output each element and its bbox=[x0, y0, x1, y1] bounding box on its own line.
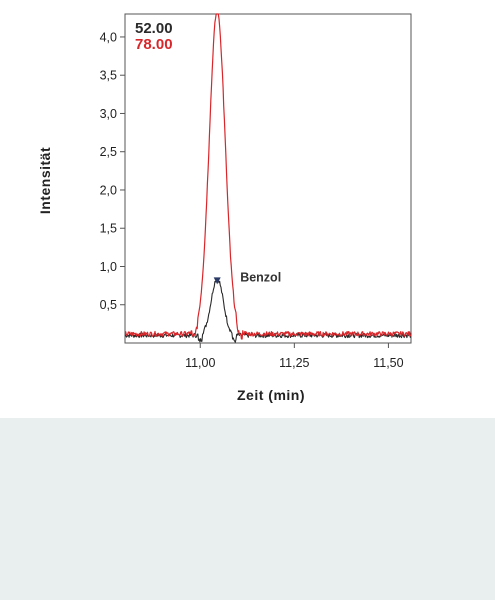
y-tick-label: 3,0 bbox=[100, 107, 117, 121]
y-axis-title: Intensität bbox=[37, 147, 53, 214]
legend-entry: 52.00 bbox=[135, 20, 173, 37]
plot-frame bbox=[124, 13, 412, 344]
series-layer bbox=[124, 13, 412, 343]
y-tick-label: 2,0 bbox=[100, 183, 117, 197]
legend-entry: 78.00 bbox=[135, 36, 173, 53]
y-tick-label: 1,5 bbox=[100, 222, 117, 236]
x-tick-label: 11,00 bbox=[185, 356, 215, 370]
series-line bbox=[124, 13, 412, 340]
y-tick-label: 0,5 bbox=[100, 298, 117, 312]
x-tick-label: 11,25 bbox=[279, 356, 309, 370]
y-tick-label: 4,0 bbox=[100, 30, 117, 44]
annotation-label: Benzol bbox=[240, 270, 281, 284]
y-tick-label: 1,0 bbox=[100, 260, 117, 274]
labels-layer: 0,5 1,0 1,5 2,0 2,5 3,0 3,5 4,0 11,00 11,25 11,50 Z… bbox=[37, 20, 404, 403]
x-tick-label: 11,50 bbox=[373, 356, 403, 370]
y-tick-label: 3,5 bbox=[100, 69, 117, 83]
peak-marker bbox=[213, 277, 221, 285]
axes-layer bbox=[120, 13, 412, 348]
x-axis-title: Zeit (min) bbox=[237, 387, 305, 403]
y-tick-label: 2,5 bbox=[100, 145, 117, 159]
